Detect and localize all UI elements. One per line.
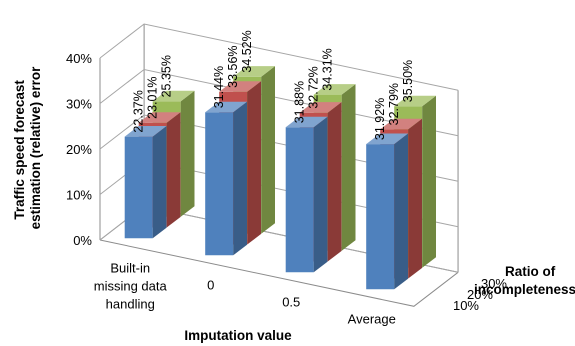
bar-side xyxy=(341,84,356,251)
gridline xyxy=(99,23,459,91)
bar xyxy=(205,101,247,256)
y-tick-label: 0% xyxy=(73,233,92,248)
x-tick-label-line: 0 xyxy=(207,278,214,293)
data-label: 22.37% xyxy=(132,90,146,132)
bar-top xyxy=(380,118,422,130)
bar-top xyxy=(205,101,247,113)
y-axis-title-line: Traffic speed forecast xyxy=(12,80,27,220)
bar-top xyxy=(394,95,436,107)
y-axis-title: Traffic speed forecast estimation (relat… xyxy=(12,66,43,230)
data-label: 31.92% xyxy=(373,98,387,140)
data-label: 32.79% xyxy=(387,83,401,125)
data-label: 31.44% xyxy=(212,66,226,108)
data-label: 33.56% xyxy=(226,45,240,87)
depth-axis-title-line: incompleteness xyxy=(474,282,575,297)
data-label: 23.01% xyxy=(146,76,160,118)
x-tick-label-line: 0.5 xyxy=(282,295,300,310)
bar-side xyxy=(152,126,167,239)
y-axis-title-line: estimation (relative) error xyxy=(28,66,43,230)
bar-front xyxy=(366,144,395,290)
bar-side xyxy=(233,101,247,256)
data-labels: 25.35% 34.52% 34.31% 35.50% 23.01% 33.56% 32.7… xyxy=(132,30,415,140)
bar-top xyxy=(219,81,261,92)
depth-tick-label: 10% xyxy=(453,298,479,313)
bar-front xyxy=(205,112,234,256)
depth-axis-ticks: 10%20%30% xyxy=(453,276,507,313)
bar xyxy=(124,126,167,239)
bar-side xyxy=(408,118,422,279)
x-tick-label-line: handling xyxy=(106,297,155,312)
bar-side xyxy=(327,102,342,262)
bar-top xyxy=(152,90,195,102)
bar-side xyxy=(313,116,328,273)
bar-side xyxy=(247,81,261,245)
bar-top xyxy=(299,102,342,113)
depth-tick-label: 20% xyxy=(467,287,493,302)
data-label: 35.50% xyxy=(401,60,415,102)
bars xyxy=(124,66,436,290)
x-axis-title: Imputation value xyxy=(184,328,292,343)
bar xyxy=(366,133,408,290)
data-label: 31.88% xyxy=(293,81,307,123)
data-label: 25.35% xyxy=(160,55,174,97)
bar-top xyxy=(366,133,408,145)
bar-side xyxy=(261,66,275,234)
floor-edge xyxy=(99,239,459,307)
x-tick-label: 0 xyxy=(207,278,214,293)
depth-axis-title: Ratio of incompleteness xyxy=(474,264,575,297)
bar-front xyxy=(285,127,314,273)
y-tick-label: 20% xyxy=(66,142,92,157)
bar-side xyxy=(394,133,408,290)
y-tick-label: 10% xyxy=(66,188,92,203)
y-axis-ticks: 0% 10% 20% 30% 40% xyxy=(66,51,92,248)
depth-axis-title-line: Ratio of xyxy=(505,264,556,279)
data-label: 34.31% xyxy=(321,48,335,90)
bar-front xyxy=(124,136,153,239)
y-tick-label: 40% xyxy=(66,51,92,66)
x-tick-label: Built-in missing data handling xyxy=(94,261,168,312)
bar-top xyxy=(233,66,275,77)
x-axis-ticks: Built-in missing data handling 0 0.5 Average xyxy=(94,261,396,327)
bar-top xyxy=(313,84,356,95)
bar-side xyxy=(166,112,181,228)
bar-side xyxy=(422,95,436,268)
y-tick-label: 30% xyxy=(66,97,92,112)
bar-top xyxy=(138,112,181,123)
data-label: 32.72% xyxy=(307,66,321,108)
bar xyxy=(285,116,328,273)
x-tick-label-line: missing data xyxy=(94,279,168,294)
bar-top xyxy=(285,116,328,128)
bar-top xyxy=(124,126,167,137)
x-tick-label-line: Built-in xyxy=(110,261,150,276)
bar-side xyxy=(180,90,195,217)
x-tick-label-line: Average xyxy=(348,312,396,327)
data-label: 34.52% xyxy=(240,30,254,72)
x-tick-label: 0.5 xyxy=(282,295,300,310)
depth-tick-label: 30% xyxy=(481,276,507,291)
x-tick-label: Average xyxy=(348,312,396,327)
